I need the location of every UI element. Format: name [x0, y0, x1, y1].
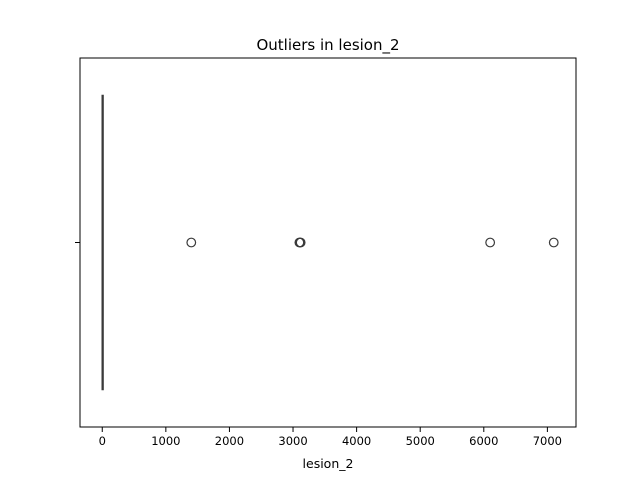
plot-area-frame — [79, 57, 577, 428]
x-tick-label: 2000 — [215, 434, 244, 448]
x-axis-label: lesion_2 — [303, 456, 354, 471]
x-tick-label: 3000 — [278, 434, 307, 448]
x-tick-label: 4000 — [342, 434, 371, 448]
outlier-point — [186, 237, 197, 248]
outlier-point — [548, 237, 559, 248]
box-plot-marks — [101, 94, 559, 391]
x-tick-label: 7000 — [533, 434, 562, 448]
x-tick-label: 0 — [99, 434, 106, 448]
x-tick-label: 6000 — [469, 434, 498, 448]
x-tick-label: 5000 — [406, 434, 435, 448]
outlier-point — [295, 237, 306, 248]
x-tick-label: 1000 — [151, 434, 180, 448]
chart-title: Outliers in lesion_2 — [256, 36, 399, 55]
outlier-point — [485, 237, 496, 248]
x-axis-ticks: 0 1000 2000 3000 4000 5000 6000 7000 — [99, 427, 562, 448]
